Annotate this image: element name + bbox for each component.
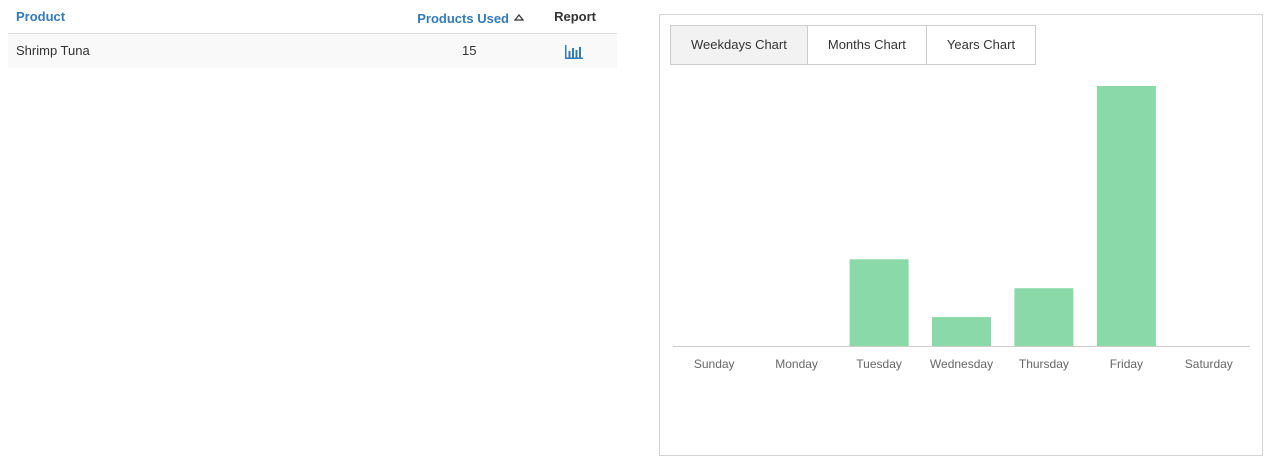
- column-header-products-used[interactable]: Products Used: [417, 9, 525, 27]
- weekdays-bar-chart: Sunday Monday Tuesday Wednesday Thursday Frid…: [673, 86, 1250, 371]
- x-tick-label-tuesday: Tuesday: [856, 357, 902, 371]
- tab-weekdays-chart[interactable]: Weekdays Chart: [671, 26, 808, 64]
- cell-products-used: 15: [462, 43, 477, 58]
- x-tick-label-sunday: Sunday: [694, 357, 735, 371]
- x-tick-label-friday: Friday: [1110, 357, 1143, 371]
- x-tick-label-wednesday: Wednesday: [930, 357, 993, 371]
- tab-months-chart[interactable]: Months Chart: [807, 26, 927, 64]
- bar-friday: [1096, 86, 1156, 346]
- chart-panel: Weekdays Chart Months Chart Years Chart …: [659, 14, 1263, 456]
- x-tick-label-thursday: Thursday: [1019, 357, 1069, 371]
- products-table: Product Products Used Report Shrimp Tuna…: [8, 0, 617, 68]
- bar-chart-icon[interactable]: [565, 45, 583, 63]
- column-header-product[interactable]: Product: [16, 9, 66, 24]
- table-header: Product Products Used Report: [8, 0, 617, 34]
- bar-thursday: [1014, 288, 1074, 346]
- x-tick-label-monday: Monday: [775, 357, 818, 371]
- column-header-products-used-label: Products Used: [417, 11, 509, 26]
- tab-years-chart[interactable]: Years Chart: [926, 26, 1036, 64]
- bar-wednesday: [932, 317, 991, 346]
- bar-tuesday: [849, 259, 909, 346]
- x-tick-label-saturday: Saturday: [1185, 357, 1233, 371]
- column-header-report: Report: [554, 9, 596, 24]
- cell-product: Shrimp Tuna: [16, 43, 90, 58]
- sort-ascending-icon: [513, 9, 525, 25]
- table-row: Shrimp Tuna 15: [8, 34, 617, 68]
- chart-tabs: Weekdays Chart Months Chart Years Chart: [670, 25, 1037, 65]
